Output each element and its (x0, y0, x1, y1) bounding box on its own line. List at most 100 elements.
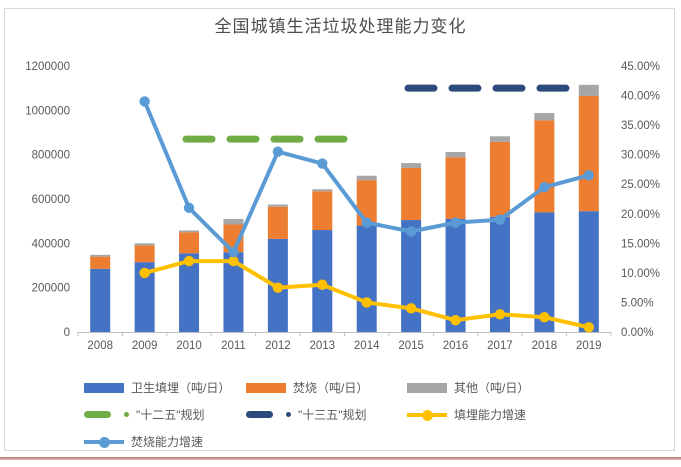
legend-label: "十二五"规划 (136, 408, 205, 422)
legend-swatch-line-marker-icon (84, 436, 124, 448)
bar-other-2010[interactable] (179, 230, 200, 233)
x-axis-year-label: 2017 (487, 340, 513, 352)
marker-landfill-growth-2014[interactable] (361, 297, 372, 308)
marker-landfill-growth-2019[interactable] (583, 322, 594, 333)
bar-incineration-2009[interactable] (134, 245, 155, 263)
chart-frame (4, 8, 675, 451)
chart-title: 全国城镇生活垃圾处理能力变化 (214, 17, 467, 36)
legend-swatch-dot-icon (124, 412, 129, 417)
right-axis-tick-label: 15.00% (621, 238, 660, 250)
left-axis-tick-label: 200000 (32, 283, 70, 295)
marker-incineration-growth-2018[interactable] (539, 181, 550, 193)
marker-landfill-growth-2016[interactable] (450, 314, 461, 326)
x-axis-year-label: 2011 (221, 340, 246, 352)
marker-landfill-growth-2015[interactable] (405, 303, 417, 314)
marker-incineration-growth-2009[interactable] (139, 96, 150, 107)
marker-landfill-growth-2012[interactable] (272, 282, 284, 293)
legend-swatch-bar-icon (84, 382, 124, 393)
bar-landfill-2016[interactable] (445, 218, 466, 332)
marker-incineration-growth-2015[interactable] (405, 226, 417, 237)
left-axis-tick-label: 1000000 (25, 105, 70, 117)
right-axis-tick-label: 5.00% (621, 297, 654, 309)
x-axis-year-label: 2010 (176, 340, 202, 352)
legend-row: 焚烧能力增速 (84, 428, 659, 455)
legend-item-incineration-growth[interactable]: 焚烧能力增速 (84, 428, 203, 455)
legend-item-landfill-growth[interactable]: 填埋能力增速 (407, 401, 526, 428)
marker-incineration-growth-2011[interactable] (228, 247, 239, 258)
bar-other-2015[interactable] (401, 163, 422, 168)
marker-incineration-growth-2014[interactable] (361, 217, 372, 228)
marker-incineration-growth-2016[interactable] (450, 217, 461, 228)
bar-incineration-2013[interactable] (312, 191, 333, 231)
bar-landfill-2008[interactable] (90, 268, 111, 332)
x-axis-year-label: 2008 (87, 340, 113, 352)
bar-incineration-2019[interactable] (578, 95, 599, 212)
bar-incineration-2008[interactable] (90, 256, 111, 269)
bar-landfill-2010[interactable] (179, 253, 200, 332)
left-axis-tick-label: 0 (64, 327, 70, 339)
legend-row: "十二五"规划 "十三五"规划 填埋能力增速 (84, 401, 659, 428)
legend-swatch-line-marker-icon (407, 409, 447, 421)
left-axis-tick-label: 400000 (32, 238, 70, 250)
bar-other-2017[interactable] (489, 136, 510, 142)
marker-landfill-growth-2009[interactable] (139, 267, 150, 279)
legend-label: "十三五"规划 (298, 408, 367, 422)
legend-label: 卫生填埋（吨/日） (131, 381, 231, 395)
x-axis-year-label: 2012 (265, 340, 291, 352)
marker-incineration-growth-2012[interactable] (272, 146, 284, 157)
marker-incineration-growth-2013[interactable] (317, 158, 328, 169)
x-axis-year-label: 2014 (354, 340, 380, 352)
bar-landfill-2011[interactable] (223, 252, 244, 332)
bar-landfill-2014[interactable] (356, 225, 377, 332)
right-axis-tick-label: 40.00% (621, 91, 660, 103)
bar-landfill-2018[interactable] (534, 212, 555, 332)
bar-other-2019[interactable] (578, 84, 599, 96)
marker-landfill-growth-2013[interactable] (317, 279, 328, 290)
right-axis-tick-label: 30.00% (621, 150, 660, 162)
bar-other-2009[interactable] (134, 243, 155, 246)
x-axis-year-label: 2015 (398, 340, 424, 352)
bar-landfill-2019[interactable] (578, 211, 599, 332)
marker-landfill-growth-2010[interactable] (183, 255, 195, 267)
legend-item-plan-12th-5yr[interactable]: "十二五"规划 (84, 401, 205, 428)
right-axis-tick-label: 20.00% (621, 209, 660, 221)
legend-marker-icon (99, 436, 110, 448)
marker-incineration-growth-2019[interactable] (583, 170, 594, 181)
bar-incineration-2017[interactable] (489, 141, 510, 217)
bar-incineration-2016[interactable] (445, 157, 466, 219)
bar-landfill-2009[interactable] (134, 262, 155, 332)
left-axis-tick-label: 800000 (32, 150, 70, 162)
bar-incineration-2010[interactable] (179, 232, 200, 254)
bar-incineration-2018[interactable] (534, 120, 555, 213)
marker-landfill-growth-2018[interactable] (539, 312, 550, 323)
legend-marker-icon (422, 409, 433, 421)
marker-incineration-growth-2010[interactable] (183, 202, 195, 214)
marker-incineration-growth-2017[interactable] (494, 214, 506, 225)
bar-other-2014[interactable] (356, 175, 377, 181)
legend-swatch-bar-icon (407, 382, 447, 393)
right-axis-tick-label: 35.00% (621, 120, 660, 132)
marker-landfill-growth-2011[interactable] (228, 255, 239, 267)
legend-label: 焚烧能力增速 (131, 435, 204, 449)
legend-item-landfill[interactable]: 卫生填埋（吨/日） (84, 374, 230, 401)
legend-item-incineration[interactable]: 焚烧（吨/日） (246, 374, 368, 401)
marker-landfill-growth-2017[interactable] (494, 309, 506, 320)
legend-item-other[interactable]: 其他（吨/日） (407, 374, 529, 401)
bar-other-2018[interactable] (534, 112, 555, 121)
bar-other-2013[interactable] (312, 189, 333, 192)
x-axis-year-label: 2019 (576, 340, 602, 352)
bar-landfill-2015[interactable] (401, 220, 422, 332)
legend-item-plan-13th-5yr[interactable]: "十三五"规划 (246, 401, 367, 428)
right-axis-tick-label: 10.00% (621, 268, 660, 280)
bar-other-2011[interactable] (223, 218, 244, 225)
bar-other-2012[interactable] (267, 204, 288, 207)
bar-incineration-2012[interactable] (267, 206, 288, 239)
x-axis-year-label: 2016 (443, 340, 469, 352)
left-axis-tick-label: 1200000 (25, 61, 70, 73)
bar-incineration-2015[interactable] (401, 167, 422, 221)
bar-landfill-2017[interactable] (489, 216, 510, 332)
bar-other-2016[interactable] (445, 152, 466, 158)
bar-other-2008[interactable] (90, 254, 111, 257)
legend-label: 填埋能力增速 (454, 408, 527, 422)
